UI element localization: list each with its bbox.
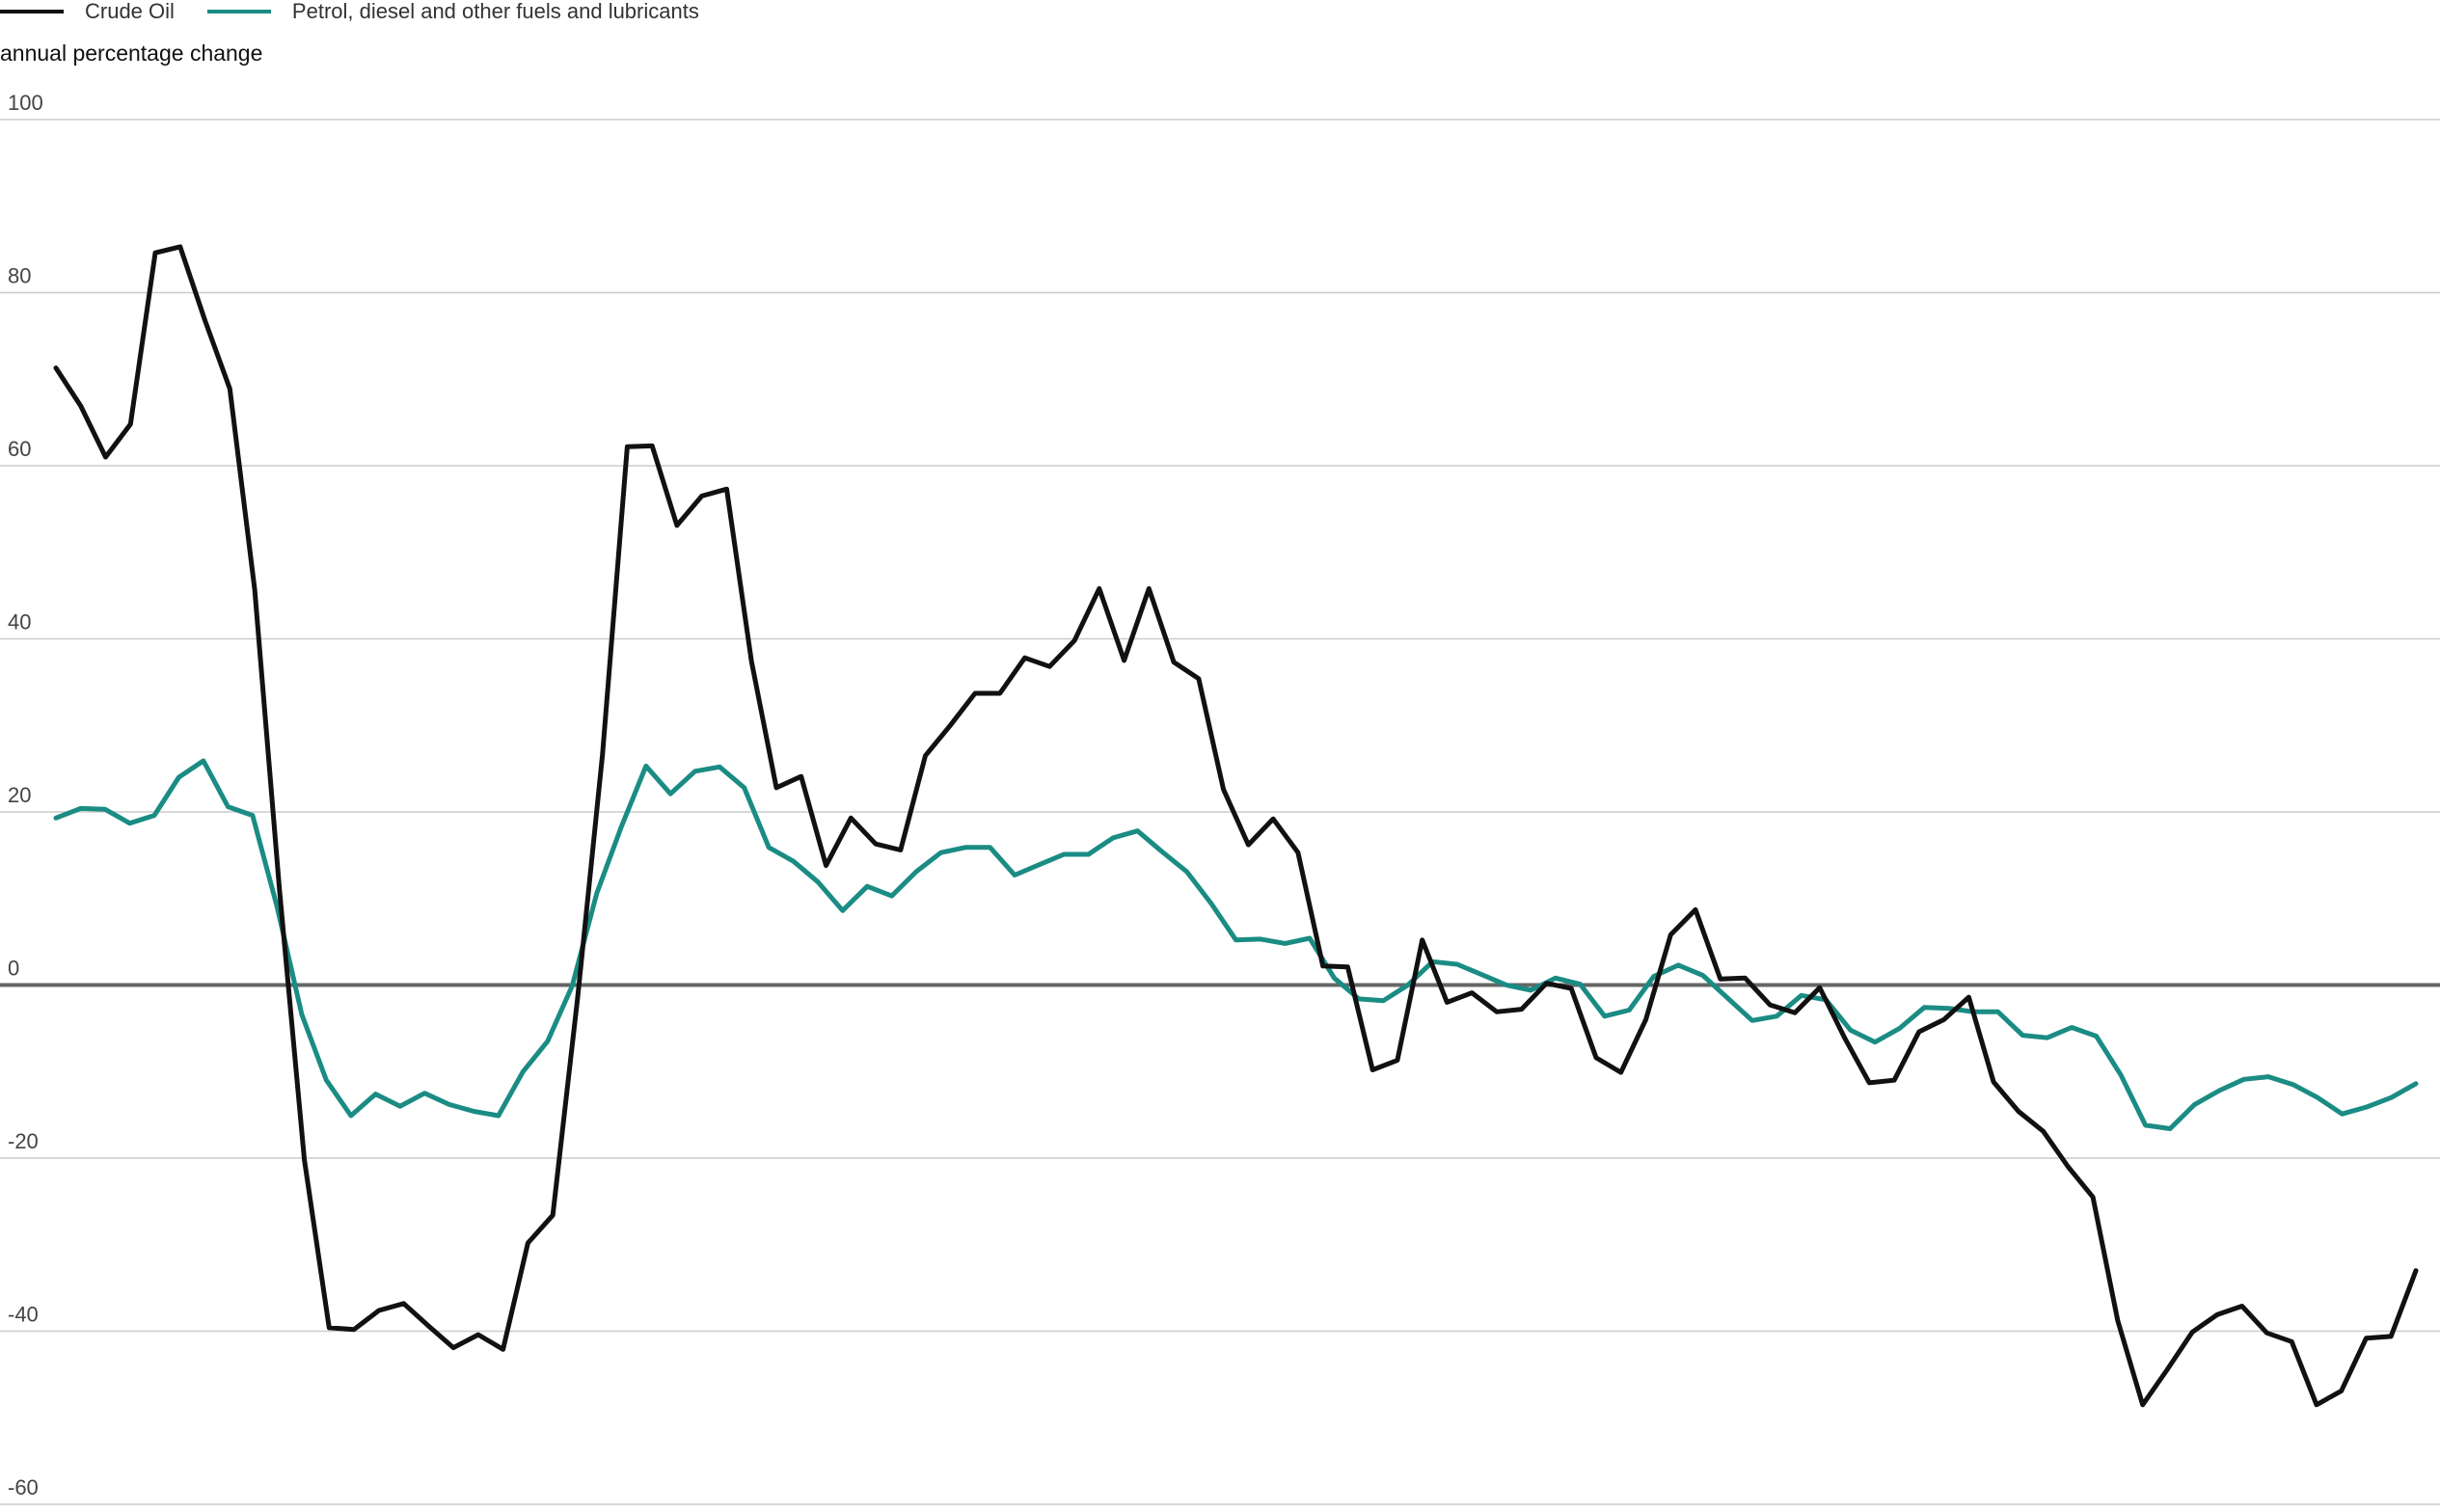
y-tick-label: 80 [8, 264, 31, 288]
legend-swatch-petrol [206, 10, 271, 14]
y-tick-label: 40 [8, 610, 31, 634]
y-tick-label: 100 [8, 91, 43, 115]
legend-swatch-crude-oil [0, 10, 64, 14]
legend-item-petrol: Petrol, diesel and other fuels and lubri… [206, 0, 699, 24]
y-axis-ticks: 100 80 60 40 20 0 -20 -40 -60 [8, 91, 43, 1499]
y-tick-label: 0 [8, 957, 19, 981]
y-tick-label: 60 [8, 437, 31, 461]
series-lines [53, 244, 2419, 1408]
y-tick-label: -20 [8, 1129, 39, 1153]
legend-label-crude-oil: Crude Oil [85, 0, 175, 23]
series-line-crude-oil [53, 244, 2419, 1408]
chart-legend: Crude Oil Petrol, diesel and other fuels… [0, 0, 732, 23]
y-tick-label: 20 [8, 783, 31, 807]
y-tick-label: -40 [8, 1303, 39, 1327]
legend-label-petrol: Petrol, diesel and other fuels and lubri… [291, 0, 699, 23]
series-line-petrol-diesel-and-other-fuels-and-lubricants [53, 758, 2419, 1131]
gridlines [0, 119, 2440, 1505]
y-axis-label: annual percentage change [0, 40, 263, 66]
legend-item-crude-oil: Crude Oil [0, 0, 175, 24]
y-tick-label: -60 [8, 1475, 39, 1499]
